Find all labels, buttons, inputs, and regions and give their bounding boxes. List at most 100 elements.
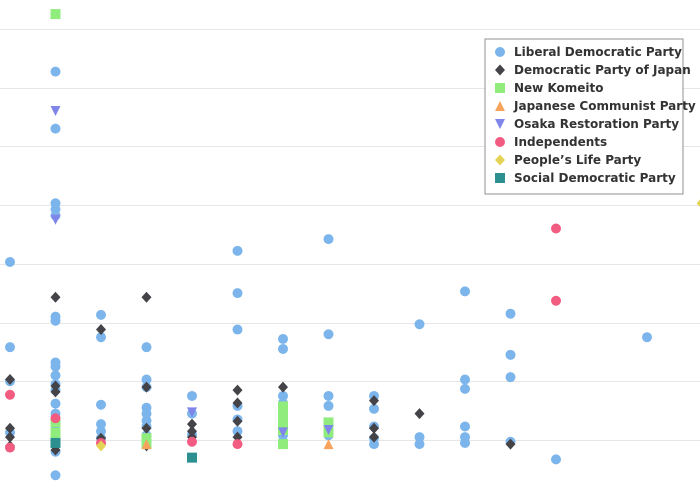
data-point[interactable] — [505, 372, 516, 383]
data-point[interactable] — [96, 324, 106, 336]
data-point[interactable] — [369, 422, 379, 434]
data-point[interactable] — [414, 439, 425, 450]
legend-item-label[interactable]: People’s Life Party — [514, 153, 641, 167]
data-point[interactable] — [96, 399, 106, 410]
data-point[interactable] — [5, 373, 15, 385]
data-point[interactable] — [369, 395, 379, 407]
data-point[interactable] — [50, 123, 61, 134]
data-point[interactable] — [50, 291, 61, 303]
data-point[interactable] — [642, 332, 652, 343]
data-point[interactable] — [278, 407, 288, 418]
data-point[interactable] — [323, 390, 334, 401]
data-point[interactable] — [187, 452, 197, 463]
legend-item-label[interactable]: Democratic Party of Japan — [514, 63, 691, 77]
data-point[interactable] — [96, 332, 106, 343]
data-point[interactable] — [460, 286, 470, 297]
data-point[interactable] — [278, 401, 288, 412]
data-point[interactable] — [50, 315, 61, 326]
data-point[interactable] — [460, 383, 470, 394]
data-point[interactable] — [369, 431, 379, 443]
data-point[interactable] — [460, 374, 470, 385]
data-point[interactable] — [50, 413, 61, 424]
data-point[interactable] — [505, 438, 516, 450]
data-point[interactable] — [141, 291, 152, 303]
data-point[interactable] — [141, 439, 152, 450]
data-point[interactable] — [232, 288, 243, 299]
data-point[interactable] — [5, 431, 15, 443]
legend-item-label[interactable]: Social Democratic Party — [514, 171, 676, 185]
data-point[interactable] — [50, 427, 61, 438]
data-point[interactable] — [369, 439, 379, 450]
data-point[interactable] — [187, 407, 197, 418]
data-point[interactable] — [551, 223, 561, 234]
data-point[interactable] — [50, 370, 61, 381]
legend-item-label[interactable]: Liberal Democratic Party — [514, 45, 682, 59]
data-point[interactable] — [696, 198, 700, 209]
data-point[interactable] — [96, 309, 106, 320]
data-point[interactable] — [187, 425, 197, 437]
data-point[interactable] — [460, 437, 470, 448]
data-point[interactable] — [50, 214, 61, 225]
data-point[interactable] — [5, 256, 15, 267]
data-point[interactable] — [187, 436, 197, 447]
data-point[interactable] — [50, 9, 61, 20]
data-point[interactable] — [278, 427, 288, 438]
data-point[interactable] — [96, 419, 106, 430]
data-point[interactable] — [323, 400, 334, 411]
data-point[interactable] — [232, 439, 243, 450]
data-point[interactable] — [232, 397, 243, 409]
data-point[interactable] — [232, 384, 243, 396]
legend-box — [484, 38, 684, 195]
data-point[interactable] — [50, 470, 61, 481]
data-point[interactable] — [5, 422, 15, 434]
data-point[interactable] — [278, 439, 288, 450]
data-point[interactable] — [505, 349, 516, 360]
data-point[interactable] — [141, 381, 152, 393]
data-point[interactable] — [96, 440, 106, 452]
data-point[interactable] — [232, 426, 243, 437]
legend-item-label[interactable]: New Komeito — [514, 81, 604, 95]
data-point[interactable] — [323, 439, 334, 450]
data-point[interactable] — [551, 295, 561, 306]
data-point[interactable] — [505, 308, 516, 319]
data-point[interactable] — [460, 421, 470, 432]
data-point[interactable] — [414, 319, 425, 330]
data-point[interactable] — [141, 433, 152, 444]
data-point[interactable] — [50, 380, 61, 392]
data-point[interactable] — [369, 403, 379, 414]
data-point[interactable] — [141, 422, 152, 434]
data-point[interactable] — [551, 454, 561, 465]
data-point[interactable] — [414, 408, 425, 420]
data-point[interactable] — [141, 408, 152, 419]
data-point[interactable] — [278, 381, 288, 393]
data-point[interactable] — [141, 342, 152, 353]
data-point[interactable] — [187, 418, 197, 430]
data-point[interactable] — [50, 361, 61, 372]
data-point[interactable] — [141, 374, 152, 385]
data-point[interactable] — [278, 390, 288, 401]
data-point[interactable] — [323, 425, 334, 436]
data-point[interactable] — [323, 234, 334, 245]
data-point[interactable] — [5, 342, 15, 353]
data-point[interactable] — [232, 324, 243, 335]
legend-item-label[interactable]: Japanese Communist Party — [513, 99, 696, 113]
data-point[interactable] — [414, 432, 425, 443]
legend-item-label[interactable]: Osaka Restoration Party — [514, 117, 679, 131]
data-point[interactable] — [278, 343, 288, 354]
data-point[interactable] — [323, 417, 334, 428]
data-point[interactable] — [278, 416, 288, 427]
data-point[interactable] — [50, 106, 61, 116]
data-point[interactable] — [232, 415, 243, 427]
legend-item-label[interactable]: Independents — [514, 135, 607, 149]
data-point[interactable] — [278, 333, 288, 344]
data-point[interactable] — [187, 390, 197, 401]
data-point[interactable] — [50, 437, 61, 448]
data-point[interactable] — [5, 389, 15, 400]
data-point[interactable] — [232, 245, 243, 256]
data-point[interactable] — [323, 329, 334, 340]
data-point[interactable] — [96, 426, 106, 437]
data-point[interactable] — [50, 398, 61, 409]
data-point[interactable] — [50, 66, 61, 77]
data-point[interactable] — [5, 442, 15, 453]
data-point[interactable] — [50, 386, 61, 398]
